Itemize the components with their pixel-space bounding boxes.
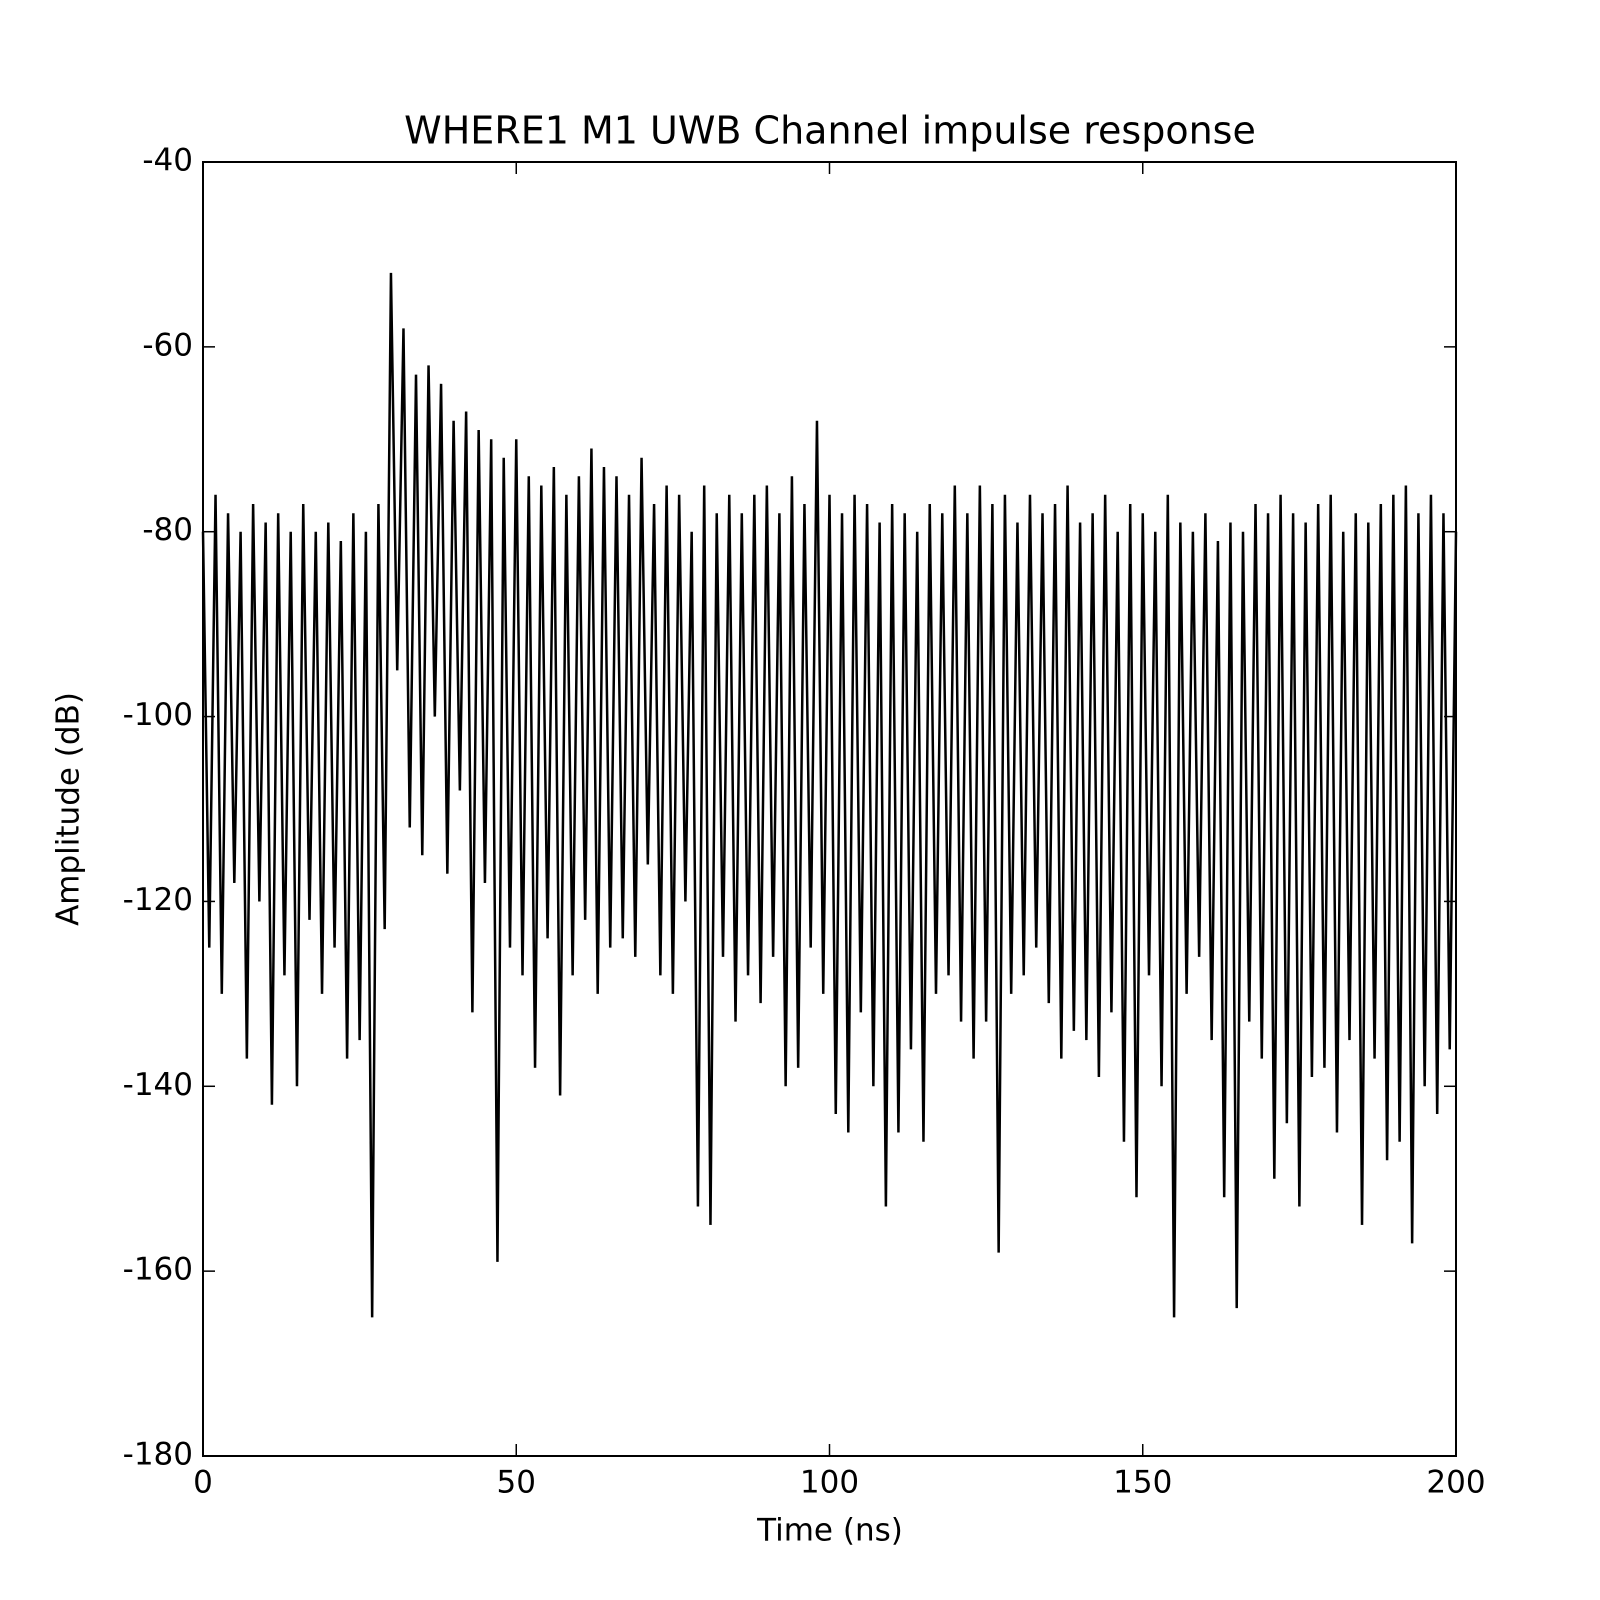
- x-tick-label: 50: [497, 1465, 536, 1501]
- chart-title: WHERE1 M1 UWB Channel impulse response: [404, 109, 1256, 153]
- y-tick-label: -140: [123, 1067, 193, 1103]
- data-line: [201, 272, 1458, 1318]
- x-axis-label: Time (ns): [756, 1513, 903, 1549]
- x-tick-label: 200: [1426, 1465, 1485, 1501]
- y-tick-label: -100: [123, 697, 193, 733]
- x-tick-label: 100: [800, 1465, 859, 1501]
- x-tick-label: 150: [1113, 1465, 1172, 1501]
- y-tick-label: -180: [123, 1437, 193, 1473]
- y-tick-label: -40: [142, 143, 193, 179]
- y-tick-label: -60: [142, 327, 193, 363]
- y-tick-label: -80: [142, 512, 193, 548]
- x-tick-label: 0: [193, 1465, 213, 1501]
- y-tick-label: -160: [123, 1252, 193, 1288]
- y-axis-label: Amplitude (dB): [51, 692, 87, 926]
- y-tick-label: -120: [123, 882, 193, 918]
